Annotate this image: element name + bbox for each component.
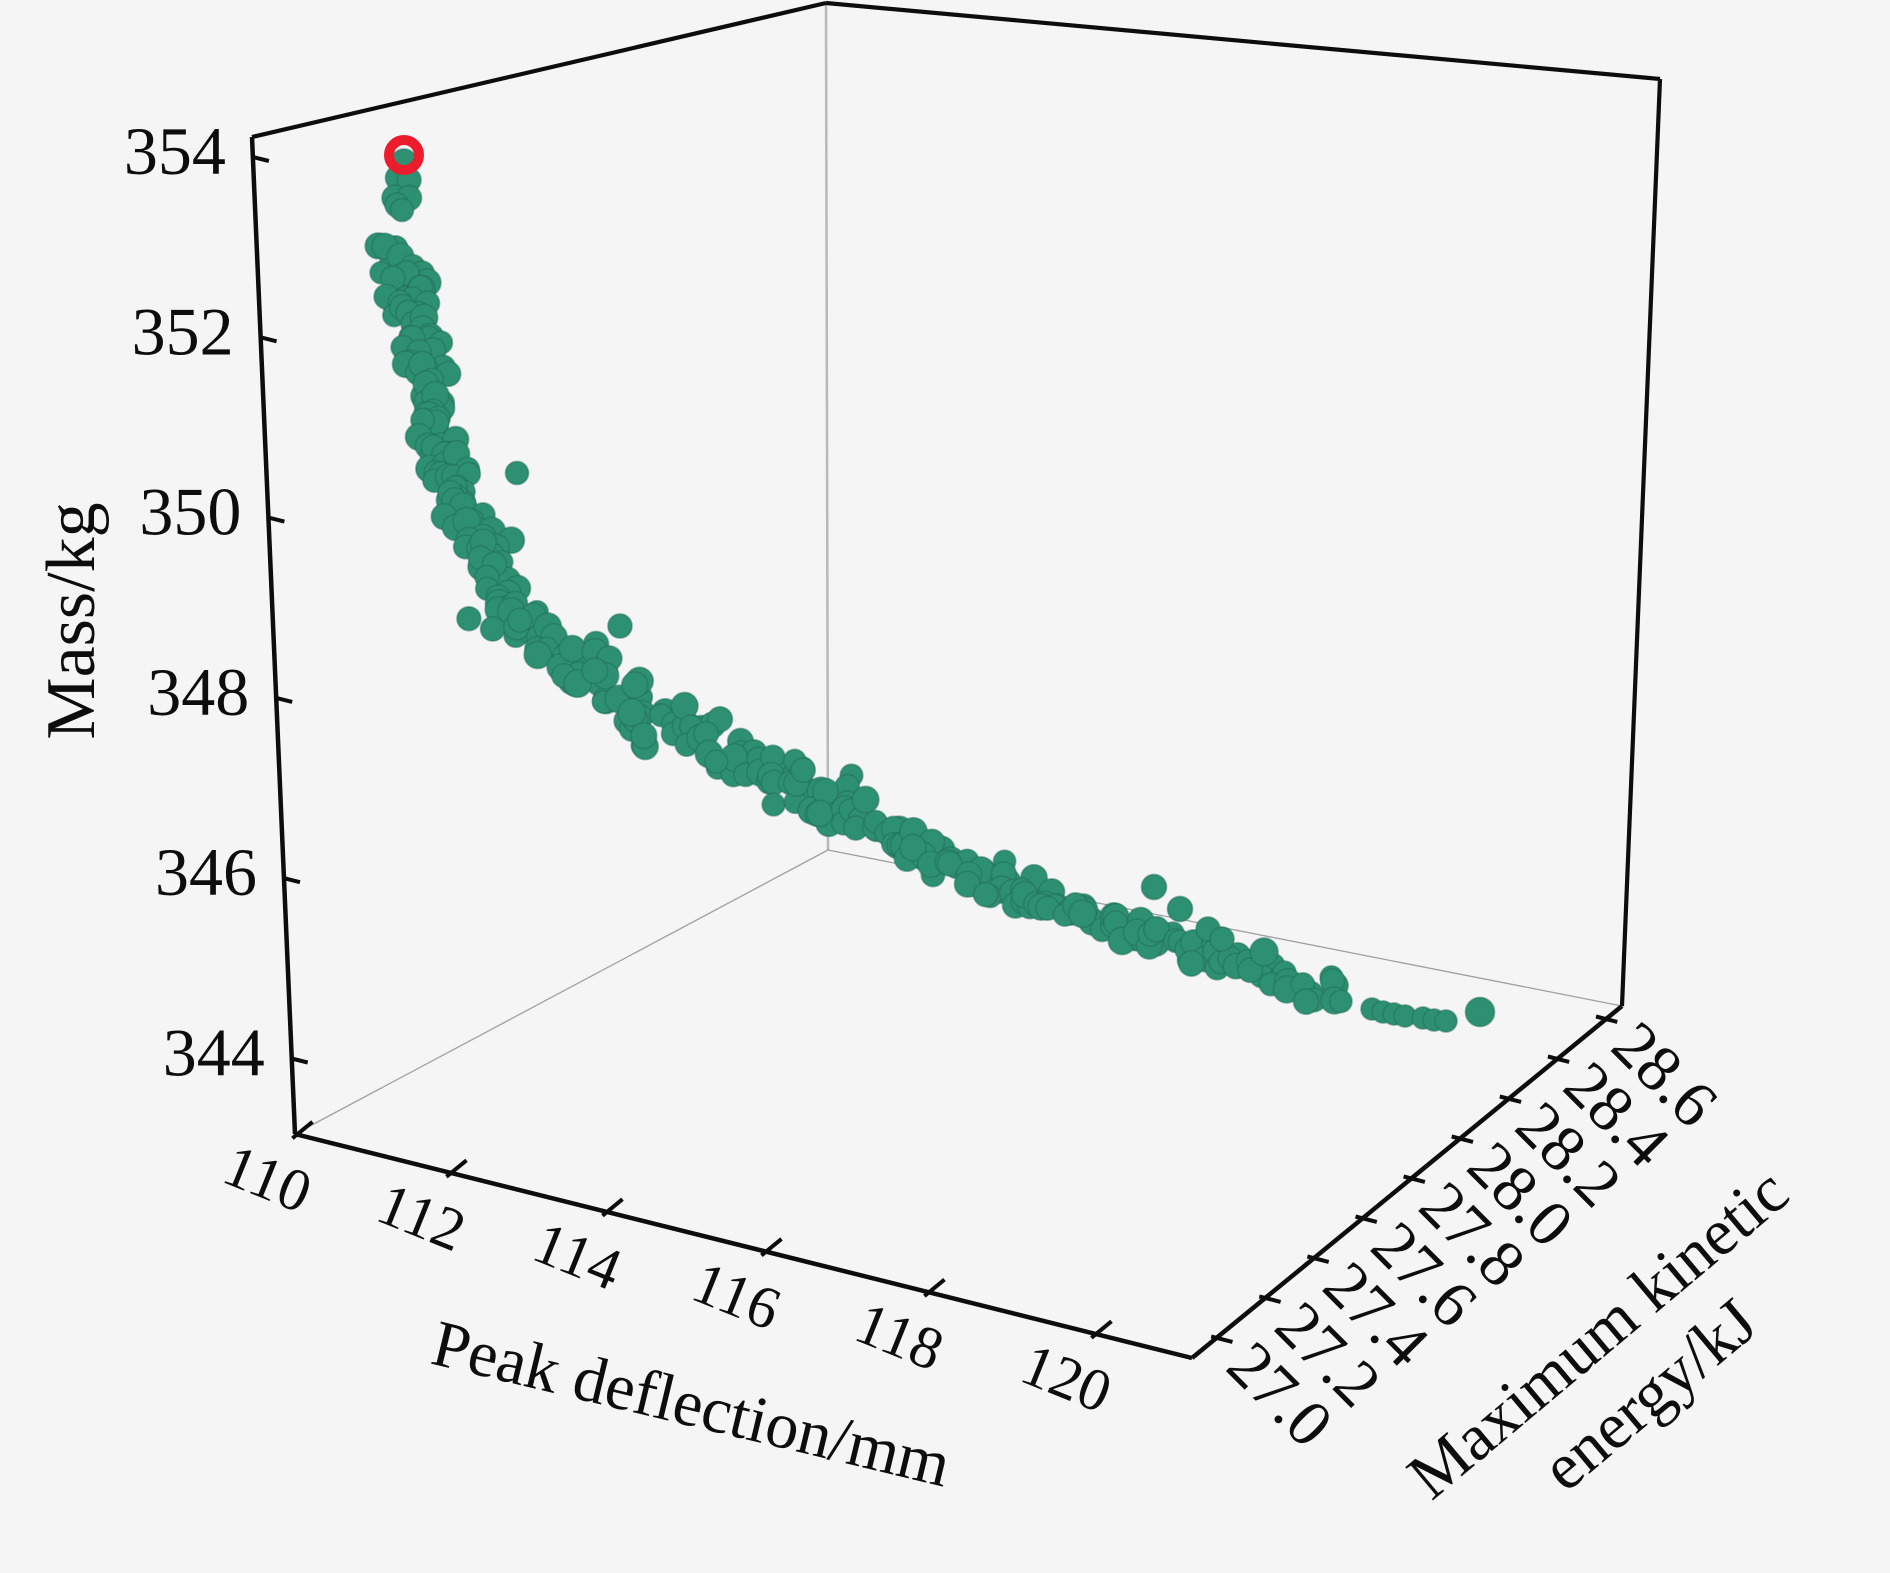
svg-text:344: 344	[163, 1015, 265, 1091]
svg-text:Mass/kg: Mass/kg	[33, 502, 110, 739]
svg-text:350: 350	[139, 474, 241, 550]
svg-text:346: 346	[155, 834, 257, 910]
svg-text:352: 352	[132, 293, 234, 369]
svg-text:354: 354	[124, 113, 226, 189]
svg-text:348: 348	[147, 654, 249, 730]
